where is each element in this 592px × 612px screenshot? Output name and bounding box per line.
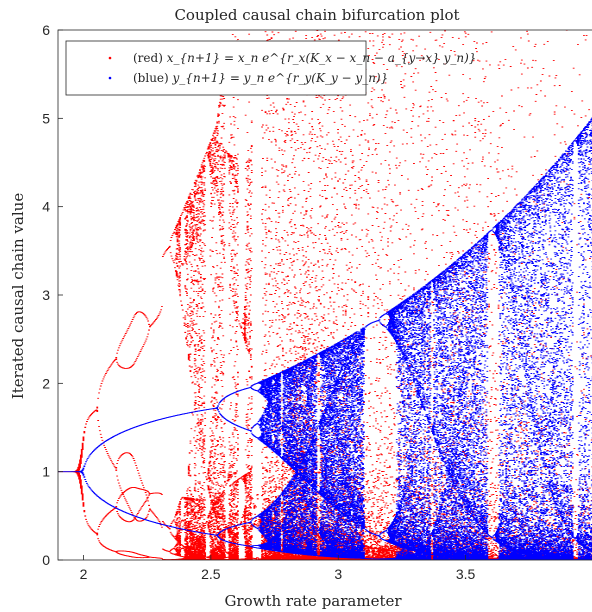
y-tick-label: 6 xyxy=(42,22,50,38)
legend-blue-entry: (blue) y_{n+1} = y_n e^{r_y(K_y − y_n)} xyxy=(133,71,388,85)
legend-blue-prefix: (blue) xyxy=(133,71,173,85)
legend-blue-formula: y_{n+1} = y_n e^{r_y(K_y − y_n)} xyxy=(172,71,389,85)
legend-red-prefix: (red) xyxy=(133,51,167,65)
legend-blue-marker xyxy=(109,77,112,80)
y-tick-label: 2 xyxy=(42,375,50,391)
y-axis-label: Iterated causal chain value xyxy=(9,193,27,400)
chart-title: Coupled causal chain bifurcation plot xyxy=(174,6,459,24)
legend-box xyxy=(66,41,366,95)
y-tick-label: 1 xyxy=(42,464,50,480)
y-tick-label: 3 xyxy=(42,287,50,303)
x-tick-label: 3 xyxy=(334,566,342,582)
legend-red-marker xyxy=(109,57,112,60)
y-tick-label: 5 xyxy=(42,110,50,126)
y-tick-label: 4 xyxy=(42,199,50,215)
legend-red-entry: (red) x_{n+1} = x_n e^{r_x(K_x − x_n − a… xyxy=(133,51,476,65)
x-tick-label: 3.5 xyxy=(456,566,476,582)
legend: (red) x_{n+1} = x_n e^{r_x(K_x − x_n − a… xyxy=(66,41,476,95)
x-tick-label: 2 xyxy=(80,566,88,582)
legend-red-formula: x_{n+1} = x_n e^{r_x(K_x − x_n − a_{y→x}… xyxy=(167,51,477,65)
x-tick-label: 2.5 xyxy=(201,566,221,582)
y-tick-label: 0 xyxy=(42,552,50,568)
x-axis-label: Growth rate parameter xyxy=(224,592,402,610)
series-blue-points xyxy=(58,118,592,561)
